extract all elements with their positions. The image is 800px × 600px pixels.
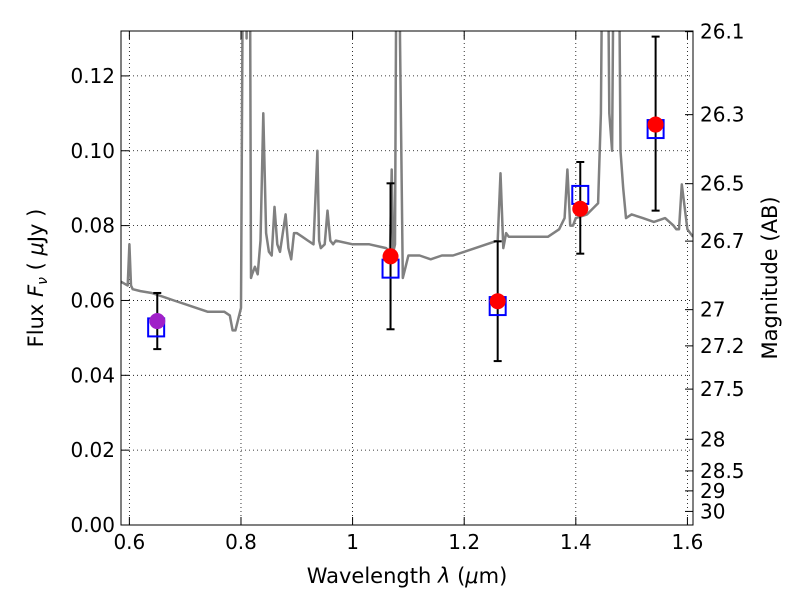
x-tick-label: 0.8 (225, 530, 257, 554)
y-axis-label: Flux Fν ( μJy ) (24, 209, 51, 348)
plot-frame (120, 30, 694, 526)
y2-tick-label: 26.7 (700, 229, 745, 253)
x-tick-label: 0.6 (113, 530, 145, 554)
y2-tick-label: 30 (700, 499, 725, 523)
observed-point (489, 293, 506, 310)
y-tick-label: 0.10 (70, 139, 115, 163)
x-tick-label: 1 (346, 530, 359, 554)
y-tick-label: 0.02 (70, 438, 115, 462)
observed-point (382, 248, 399, 265)
y2-tick-label: 27.5 (700, 377, 745, 401)
x-tick-label: 1.4 (560, 530, 592, 554)
y2-tick-label: 27 (700, 298, 725, 322)
y2-tick-label: 28 (700, 427, 725, 451)
x-tick-label: 1.6 (672, 530, 704, 554)
y-tick-label: 0.00 (70, 513, 115, 537)
axis-ticks: 0.6 0.8 1 1.2 1.4 1.6 0.00 0.02 0.04 0.06 0.08 0.10… (70, 20, 744, 554)
y-tick-label: 0.06 (70, 288, 115, 312)
plot-area (121, 31, 693, 525)
y-tick-label: 0.12 (70, 64, 115, 88)
y-tick-label: 0.08 (70, 214, 115, 238)
y2-tick-label: 26.5 (700, 172, 745, 196)
x-axis-label: Wavelength λ (μm) (307, 564, 508, 588)
y2-tick-label: 26.3 (700, 103, 745, 127)
y2-tick-label: 26.1 (700, 20, 745, 44)
observed-point (149, 313, 166, 330)
y2-tick-label: 28.5 (700, 459, 745, 483)
data-points (147, 35, 665, 363)
y2-tick-label: 27.2 (700, 334, 745, 358)
y-tick-label: 0.04 (70, 363, 115, 387)
y2-axis-label: Magnitude (AB) (758, 196, 782, 359)
x-tick-label: 1.2 (448, 530, 480, 554)
model-spectrum-line (121, 31, 693, 332)
observed-point (572, 200, 589, 217)
y2-tick-label: 29 (700, 479, 725, 503)
observed-point (647, 116, 664, 133)
